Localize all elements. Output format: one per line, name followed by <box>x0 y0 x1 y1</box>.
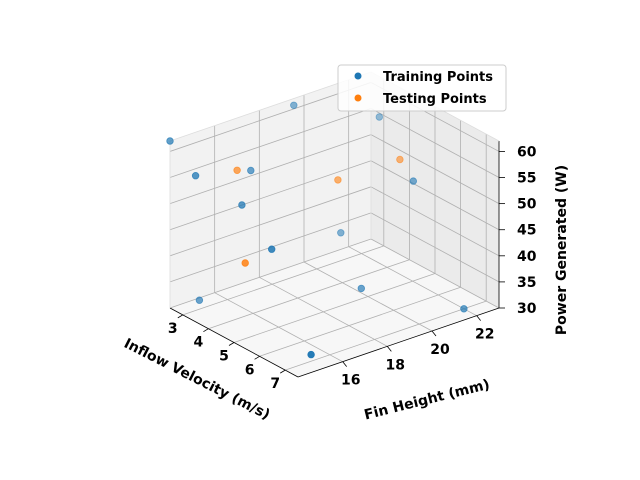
legend-label-training: Training Points <box>383 70 493 85</box>
y-tick-label: 16 <box>341 373 360 389</box>
x-tick-label: 3 <box>168 321 178 337</box>
training-point <box>460 305 468 313</box>
y-tick-label: 20 <box>430 342 450 358</box>
training-point <box>191 171 200 180</box>
legend-box <box>337 64 507 112</box>
tick-marks <box>177 151 505 374</box>
training-point <box>357 284 365 293</box>
testing-point <box>396 155 404 164</box>
grid-z-left <box>169 238 372 309</box>
grid-x-floor <box>182 245 384 316</box>
grid-z-right <box>370 160 500 231</box>
grid-x-floor <box>259 286 461 357</box>
training-point <box>409 177 417 185</box>
testing-point <box>233 166 241 174</box>
x-tick-label: 5 <box>219 349 229 365</box>
x-tick-label: 6 <box>245 362 255 378</box>
axis-panes <box>170 72 499 377</box>
testing-point <box>334 176 342 184</box>
training-point <box>166 137 174 145</box>
training-point <box>290 101 298 109</box>
training-point <box>375 113 383 121</box>
grid-y-floor <box>348 246 477 317</box>
z-axis-label: Power Generated (W) <box>554 165 570 335</box>
y-tick <box>387 346 392 352</box>
z-tick-label: 40 <box>517 249 537 265</box>
training-point <box>247 166 255 175</box>
grid-z-right <box>370 238 500 309</box>
training-point <box>238 201 246 209</box>
training-point <box>268 245 276 253</box>
training-point <box>337 229 345 237</box>
z-tick-label: 55 <box>517 171 536 187</box>
y-axis-line <box>297 307 500 378</box>
legend: Training Points Testing Points <box>337 64 507 112</box>
pane-back-left <box>170 72 371 308</box>
grid-x-floor <box>285 300 487 371</box>
grid-z-left <box>169 108 372 178</box>
x-tick <box>228 342 235 346</box>
grid-z-right <box>370 108 500 178</box>
grid-z-right <box>370 212 500 283</box>
grid-y-floor <box>214 292 343 363</box>
z-tick-label: 30 <box>517 301 537 317</box>
grid-z-left <box>169 134 372 205</box>
training-point <box>307 350 315 359</box>
x-tick-label: 7 <box>270 376 280 392</box>
y-tick <box>431 330 437 337</box>
x-tick <box>203 328 209 333</box>
grid-z-right <box>370 134 500 204</box>
y-tick <box>342 361 347 367</box>
y-tick-label: 22 <box>475 327 494 343</box>
data-points <box>166 101 468 359</box>
testing-point <box>241 259 249 267</box>
z-tick-label: 60 <box>517 144 537 160</box>
legend-marker-testing <box>354 94 362 102</box>
x-tick-label: 4 <box>194 335 204 351</box>
grid-z-left <box>169 186 372 257</box>
y-axis-label: Fin Height (mm) <box>363 377 492 424</box>
x-tick <box>254 355 260 360</box>
z-tick-label: 50 <box>517 197 537 213</box>
training-point <box>195 296 204 304</box>
x-tick <box>177 314 184 319</box>
legend-marker-training <box>354 72 362 80</box>
grid-x-floor <box>233 273 436 343</box>
grid-lines <box>169 78 500 371</box>
grid-y-floor <box>303 261 433 332</box>
y-tick <box>476 315 481 321</box>
z-tick-label: 35 <box>517 275 536 291</box>
z-tick-label: 45 <box>517 223 536 239</box>
x-tick <box>279 369 286 374</box>
grid-y-floor <box>259 276 388 347</box>
grid-x-floor <box>208 259 410 330</box>
grid-z-right <box>370 186 500 257</box>
y-tick-label: 18 <box>386 357 405 373</box>
grid-z-left <box>169 160 372 231</box>
legend-label-testing: Testing Points <box>383 92 487 107</box>
